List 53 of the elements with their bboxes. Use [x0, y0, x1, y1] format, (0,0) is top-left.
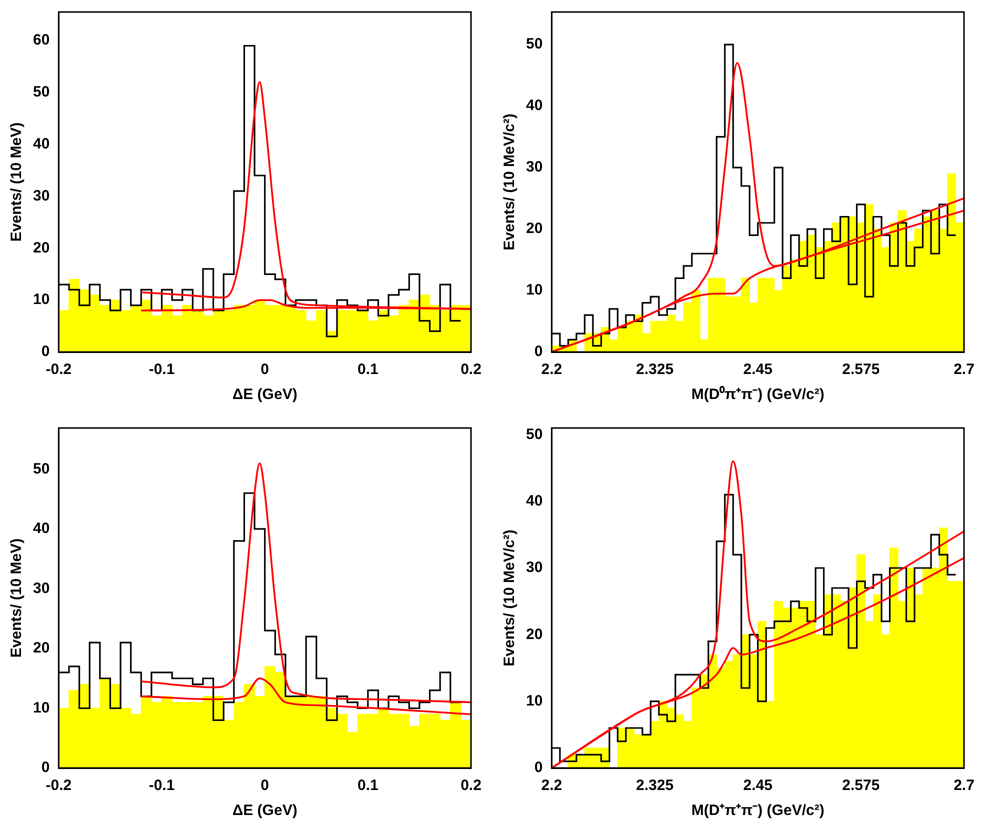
y-tick-label: 0 — [534, 343, 543, 360]
x-tick-label: -0.1 — [148, 777, 175, 794]
x-axis-title: ΔE (GeV) — [232, 802, 298, 820]
y-axis-title: Events/ (10 MeV) — [8, 122, 26, 242]
y-tick-label: 30 — [526, 158, 543, 176]
x-tick-label: 2.325 — [636, 361, 674, 378]
y-tick-label: 40 — [526, 492, 543, 510]
y-tick-label: 50 — [526, 426, 543, 443]
x-tick-label: 0 — [260, 777, 270, 794]
y-tick-label: 60 — [32, 32, 50, 49]
x-tick-label: 0 — [260, 361, 270, 378]
x-tick-label: 2.45 — [743, 777, 772, 794]
y-tick-label: 0 — [534, 759, 543, 776]
x-tick-label: 2.7 — [954, 361, 974, 378]
y-tick-label: 40 — [32, 136, 50, 153]
x-tick-label: 2.575 — [842, 361, 880, 378]
y-axis-title: Events/ (10 MeV) — [8, 538, 26, 658]
y-tick-label: 30 — [526, 559, 543, 576]
y-tick-label: 30 — [32, 187, 50, 204]
y-tick-label: 10 — [526, 692, 543, 710]
x-axis-title: ΔE (GeV) — [232, 386, 298, 404]
x-tick-label: 0.1 — [357, 361, 378, 378]
y-tick-label: 10 — [32, 699, 50, 716]
x-tick-label: 0.2 — [460, 361, 482, 378]
y-tick-label: 20 — [32, 640, 50, 657]
x-tick-label: 2.7 — [954, 777, 974, 794]
x-tick-label: 0.1 — [357, 777, 378, 794]
y-tick-label: 10 — [526, 282, 543, 299]
y-tick-label: 20 — [32, 239, 50, 256]
y-tick-label: 50 — [526, 36, 543, 53]
y-tick-label: 40 — [526, 97, 543, 114]
y-tick-label: 40 — [32, 520, 50, 538]
x-tick-label: 0.2 — [460, 777, 482, 794]
y-tick-label: 10 — [32, 291, 50, 308]
x-tick-label: -0.1 — [148, 361, 175, 378]
y-tick-label: 50 — [32, 460, 50, 478]
x-tick-label: 2.575 — [842, 777, 880, 794]
y-axis-title: Events/ (10 MeV/c²) — [501, 114, 518, 250]
y-tick-label: 30 — [32, 580, 50, 597]
x-tick-label: 2.325 — [636, 777, 674, 794]
x-tick-label: -0.2 — [46, 777, 72, 794]
y-tick-label: 20 — [526, 220, 543, 238]
x-tick-label: 2.45 — [743, 361, 772, 378]
y-tick-label: 0 — [41, 343, 50, 360]
y-axis-title: Events/ (10 MeV/c²) — [501, 530, 518, 666]
y-tick-label: 0 — [41, 759, 50, 776]
x-tick-label: 2.2 — [541, 361, 562, 378]
y-tick-label: 20 — [526, 626, 543, 643]
x-tick-label: -0.2 — [46, 361, 72, 378]
y-tick-label: 50 — [32, 84, 50, 101]
x-axis-title: M(D⁰π⁺π⁻) (GeV/c²) — [691, 385, 824, 404]
x-tick-label: 2.2 — [541, 777, 562, 794]
x-axis-title: M(D⁺π⁺π⁻) (GeV/c²) — [691, 802, 824, 820]
